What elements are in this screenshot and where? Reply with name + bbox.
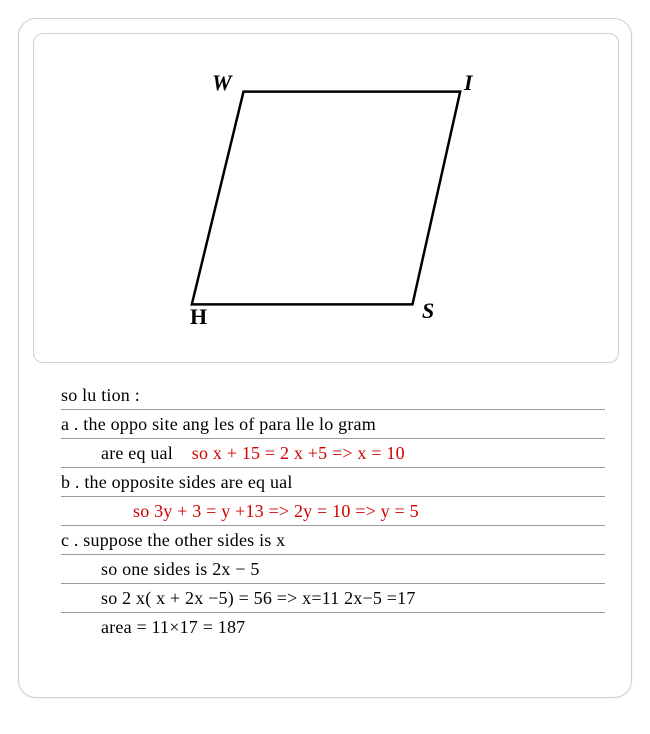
line-b-2-red: so 3y + 3 = y +13 => 2y = 10 => y = 5 (133, 501, 419, 521)
line-b-1-text: the opposite sides are eq ual (84, 472, 292, 492)
line-c-2-text: so one sides is 2x − 5 (101, 559, 260, 579)
line-a-2-red: so x + 15 = 2 x +5 => x = 10 (192, 443, 405, 463)
line-c-3-text: so 2 x( x + 2x −5) = 56 => x=11 2x−5 =17 (101, 588, 416, 608)
vertex-label-s: S (422, 298, 434, 324)
line-c-1: c . suppose the other sides is x (61, 526, 605, 555)
line-a-1-text: the oppo site ang les of para lle lo gra… (83, 414, 376, 434)
line-c-2: so one sides is 2x − 5 (61, 555, 605, 584)
vertex-label-w: W (212, 70, 232, 96)
part-label-a: a . (61, 414, 79, 434)
vertex-label-h: H (190, 304, 207, 330)
part-label-c: c . (61, 530, 79, 550)
vertex-label-i: I (464, 70, 473, 96)
parallelogram-svg (34, 34, 618, 362)
part-label-b: b . (61, 472, 80, 492)
line-c-4-text: area = 11×17 = 187 (101, 617, 245, 637)
line-b-2: so 3y + 3 = y +13 => 2y = 10 => y = 5 (61, 497, 605, 526)
worksheet-card: W I S H so lu tion : a . the oppo site a… (18, 18, 632, 698)
solution-block: so lu tion : a . the oppo site ang les o… (33, 381, 617, 641)
figure-panel: W I S H (33, 33, 619, 363)
line-c-1-text: suppose the other sides is x (83, 530, 285, 550)
solution-heading-text: so lu tion : (61, 385, 140, 405)
line-c-4: area = 11×17 = 187 (61, 613, 605, 641)
line-a-2-black: are eq ual (101, 443, 173, 463)
line-solution-heading: so lu tion : (61, 381, 605, 410)
parallelogram-shape (192, 92, 460, 305)
line-a-2: are eq ual so x + 15 = 2 x +5 => x = 10 (61, 439, 605, 468)
line-b-1: b . the opposite sides are eq ual (61, 468, 605, 497)
line-c-3: so 2 x( x + 2x −5) = 56 => x=11 2x−5 =17 (61, 584, 605, 613)
line-a-1: a . the oppo site ang les of para lle lo… (61, 410, 605, 439)
